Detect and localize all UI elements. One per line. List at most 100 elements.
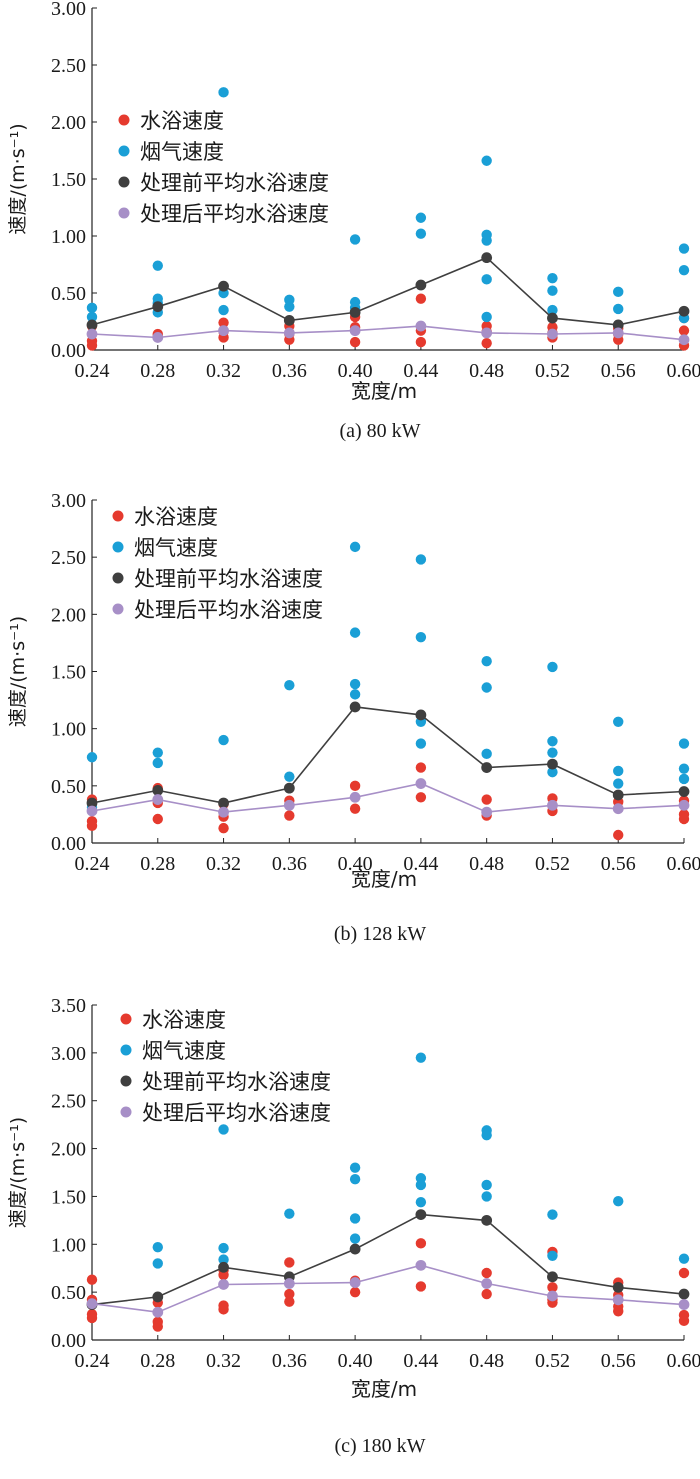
line-marker: [283, 1278, 295, 1289]
line-marker: [349, 1243, 361, 1255]
y-tick-label: 0.00: [51, 340, 86, 362]
data-point: [86, 311, 98, 323]
data-point: [415, 228, 427, 239]
line-marker: [547, 1290, 558, 1302]
legend-label: 处理前平均水浴速度: [142, 1070, 331, 1094]
data-point: [678, 773, 690, 785]
data-point: [152, 747, 163, 758]
data-point: [547, 285, 558, 296]
data-point: [613, 286, 624, 298]
data-point: [349, 1174, 361, 1185]
legend-label: 烟气速度: [134, 536, 218, 560]
data-point: [349, 689, 361, 700]
data-point: [415, 792, 427, 803]
data-point: [349, 234, 361, 245]
data-point: [481, 337, 492, 349]
line-marker: [678, 1288, 690, 1300]
legend-marker: [118, 114, 130, 126]
legend-label: 处理前平均水浴速度: [134, 567, 323, 591]
legend-marker: [120, 1075, 132, 1087]
data-point: [547, 1250, 558, 1261]
legend-marker: [112, 541, 124, 553]
data-point: [481, 311, 492, 323]
data-point: [152, 757, 163, 769]
legend-marker: [120, 1044, 132, 1056]
data-point: [349, 678, 361, 690]
legend-label: 水浴速度: [142, 1008, 226, 1032]
line-marker: [152, 785, 164, 796]
line-marker: [415, 778, 427, 789]
legend-label: 水浴速度: [140, 109, 224, 133]
data-point: [284, 1208, 295, 1219]
x-tick-label: 0.28: [140, 1350, 175, 1372]
x-tick-label: 0.40: [338, 360, 373, 382]
data-point: [678, 1315, 690, 1327]
line-marker: [547, 799, 558, 811]
data-point: [547, 304, 558, 316]
legend-label: 处理前平均水浴速度: [140, 171, 329, 195]
data-point: [218, 822, 229, 834]
x-tick-label: 0.28: [140, 853, 175, 875]
x-tick-label: 0.44: [403, 1350, 438, 1372]
y-tick-label: 0.00: [51, 1330, 86, 1352]
x-tick-label: 0.24: [75, 1350, 110, 1372]
data-point: [218, 87, 229, 98]
line-marker: [283, 314, 295, 326]
line-marker: [283, 327, 295, 339]
series-line: [91, 325, 685, 341]
data-point: [415, 632, 427, 643]
x-tick-label: 0.36: [272, 360, 307, 382]
chart-panel-2: 0.00 0.50 1.00 1.50 2.00 2.50 3.00 3.50 0.24 0.28…: [7, 995, 700, 1457]
data-point: [349, 336, 361, 348]
data-point: [481, 794, 492, 805]
line-marker: [415, 279, 427, 291]
series-line: [91, 1264, 685, 1314]
data-point: [547, 1282, 558, 1293]
x-tick-label: 0.56: [601, 853, 636, 875]
data-point: [678, 325, 690, 336]
y-tick-label: 1.00: [51, 1234, 86, 1256]
x-tick-label: 0.40: [338, 853, 373, 875]
data-point: [613, 778, 624, 789]
data-point: [678, 738, 690, 749]
data-point: [481, 155, 492, 166]
data-point: [349, 627, 361, 638]
line-marker: [678, 334, 690, 346]
data-point: [613, 1306, 624, 1317]
y-tick-label: 0.50: [51, 1282, 86, 1304]
x-tick-label: 0.24: [75, 853, 110, 875]
y-tick-label: 3.00: [51, 1043, 86, 1065]
data-point: [152, 1258, 163, 1269]
y-tick-label: 0.00: [51, 833, 86, 855]
line-marker: [218, 280, 229, 292]
series-line: [91, 256, 685, 326]
line-marker: [152, 1306, 164, 1318]
data-point: [613, 765, 624, 777]
data-point: [415, 1052, 427, 1063]
data-point: [415, 738, 427, 749]
legend-label: 烟气速度: [140, 140, 224, 164]
x-tick-label: 0.32: [206, 853, 241, 875]
x-tick-label: 0.24: [75, 360, 110, 382]
data-point: [349, 803, 361, 814]
legend-label: 处理后平均水浴速度: [142, 1101, 331, 1125]
legend-label: 处理后平均水浴速度: [134, 598, 323, 622]
line-marker: [678, 799, 690, 811]
data-point: [415, 293, 427, 304]
x-tick-label: 0.28: [140, 360, 175, 382]
data-point: [218, 1124, 229, 1135]
line-marker: [612, 1281, 624, 1293]
line-marker: [547, 758, 558, 770]
line-marker: [349, 791, 361, 803]
data-point: [86, 1274, 98, 1285]
line-marker: [415, 320, 427, 332]
data-point: [547, 1209, 558, 1220]
data-point: [349, 1233, 361, 1244]
data-point: [218, 734, 229, 746]
data-point: [218, 304, 229, 316]
y-tick-label: 1.50: [51, 1186, 86, 1208]
y-tick-label: 3.00: [51, 490, 86, 512]
data-point: [547, 766, 558, 778]
